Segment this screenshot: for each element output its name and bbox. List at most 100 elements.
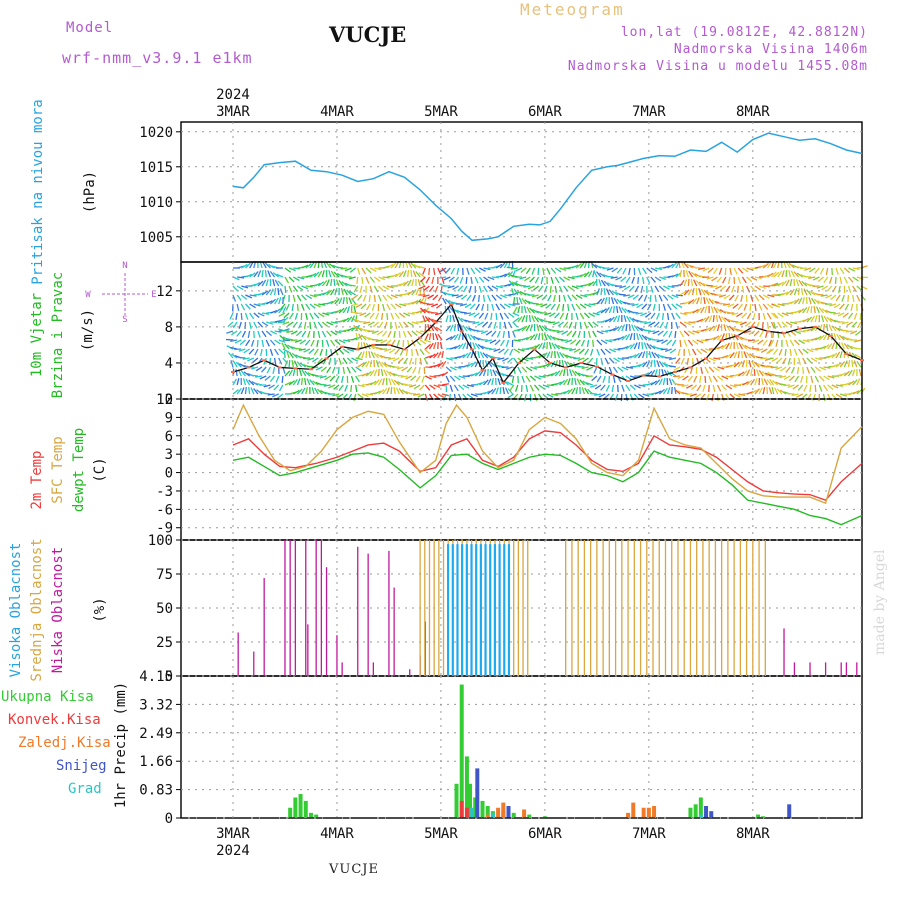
wind-barb bbox=[534, 375, 542, 380]
wind-barb bbox=[826, 323, 829, 332]
wind-barb bbox=[671, 294, 679, 299]
wind-barb bbox=[829, 318, 837, 323]
wind-barb bbox=[534, 384, 540, 391]
wind-barb bbox=[619, 285, 627, 289]
wind-barb bbox=[786, 312, 794, 315]
wind-barb bbox=[357, 362, 364, 368]
wind-barb bbox=[351, 325, 358, 332]
wind-barb bbox=[776, 388, 783, 395]
wind-barb bbox=[648, 351, 652, 359]
wind-speed-marker bbox=[490, 357, 495, 360]
precip_frozen-bar bbox=[631, 802, 636, 818]
wind-barb bbox=[623, 294, 631, 297]
wind-barb bbox=[376, 353, 384, 359]
wind-barb bbox=[562, 303, 565, 312]
wind-barb bbox=[292, 378, 298, 386]
wind-barb bbox=[583, 321, 588, 329]
wind-barb bbox=[760, 348, 768, 353]
wind-barb bbox=[596, 330, 604, 335]
wind-barb bbox=[733, 372, 741, 377]
wind-barb bbox=[286, 330, 294, 334]
wind-barb bbox=[779, 375, 787, 379]
wind-barb bbox=[360, 334, 367, 341]
wind-barb bbox=[425, 276, 431, 284]
wind-barb bbox=[679, 312, 688, 316]
wind-barb bbox=[284, 285, 287, 294]
wind-barb bbox=[691, 271, 698, 278]
wind-barb bbox=[386, 303, 391, 311]
wind-barb bbox=[579, 321, 582, 330]
wind-barb bbox=[341, 281, 348, 287]
wind-barb bbox=[534, 276, 540, 284]
wind-ytick-label: 8 bbox=[165, 320, 173, 336]
wind-barb bbox=[536, 317, 544, 323]
wind-barb bbox=[253, 312, 260, 318]
wind-barb bbox=[511, 375, 515, 383]
wind-barb bbox=[394, 303, 402, 309]
wind-barb bbox=[415, 288, 420, 296]
wind-barb bbox=[259, 375, 267, 380]
wind-barb bbox=[800, 287, 804, 296]
wind-barb bbox=[462, 324, 468, 332]
wind-barb bbox=[274, 279, 280, 287]
wind-barb bbox=[841, 321, 849, 325]
wind-barb bbox=[267, 270, 272, 278]
wind-barb bbox=[717, 375, 724, 381]
wind-barb bbox=[365, 267, 372, 274]
wind-barb bbox=[459, 311, 468, 314]
wind-barb bbox=[556, 303, 561, 311]
wind-barb bbox=[605, 384, 610, 392]
wind-barb bbox=[244, 303, 251, 310]
wind-barb bbox=[608, 366, 613, 374]
wind-barb bbox=[575, 274, 583, 278]
wind-barb bbox=[723, 317, 731, 323]
wind-barb bbox=[663, 265, 671, 269]
wind-barb bbox=[723, 324, 727, 332]
wind-speed-marker bbox=[449, 303, 454, 306]
wind-barb bbox=[363, 342, 367, 350]
wind-barb bbox=[819, 267, 825, 275]
wind-barb bbox=[810, 375, 814, 383]
wind-barb bbox=[637, 341, 641, 350]
wind-barb bbox=[241, 330, 247, 338]
wind-barb bbox=[645, 312, 652, 318]
wind-barb bbox=[806, 348, 814, 353]
precip_snow-bar bbox=[475, 768, 480, 818]
wind-barb bbox=[691, 357, 694, 366]
wind-barb bbox=[554, 343, 560, 350]
wind-barb bbox=[291, 359, 294, 368]
wind-barb bbox=[668, 357, 677, 361]
wind-barb bbox=[309, 321, 312, 330]
wind-barb bbox=[770, 321, 775, 329]
wind-barb bbox=[402, 330, 407, 338]
wind-barb bbox=[579, 379, 585, 386]
wind-barb bbox=[238, 321, 242, 329]
wind-barb bbox=[677, 375, 685, 380]
wind-barb bbox=[454, 366, 462, 369]
wind-barb bbox=[754, 303, 757, 312]
wind-barb bbox=[671, 273, 679, 278]
wind-barb bbox=[464, 312, 472, 315]
wind-barb bbox=[790, 366, 796, 374]
wind-barb bbox=[309, 312, 314, 320]
wind-barb bbox=[525, 375, 531, 383]
wind-barb bbox=[301, 330, 307, 338]
wind-barb bbox=[704, 375, 707, 384]
wind-barb bbox=[718, 315, 723, 323]
wind-barb bbox=[441, 371, 449, 377]
wind-barb bbox=[735, 342, 739, 350]
wind-barb bbox=[410, 375, 417, 381]
wind-barb bbox=[837, 312, 845, 317]
wind-barb bbox=[566, 330, 573, 337]
wind-barb bbox=[644, 335, 652, 341]
wind-barb bbox=[640, 312, 648, 317]
wind-barb bbox=[687, 299, 695, 305]
wind-barb bbox=[689, 393, 697, 397]
wind-barb bbox=[240, 387, 245, 395]
wind-barb bbox=[376, 330, 384, 336]
wind-barb bbox=[797, 287, 800, 296]
wind-barb bbox=[334, 339, 341, 346]
wind-barb bbox=[355, 333, 359, 341]
wind-barb bbox=[419, 297, 425, 305]
wind-barb bbox=[560, 339, 568, 342]
